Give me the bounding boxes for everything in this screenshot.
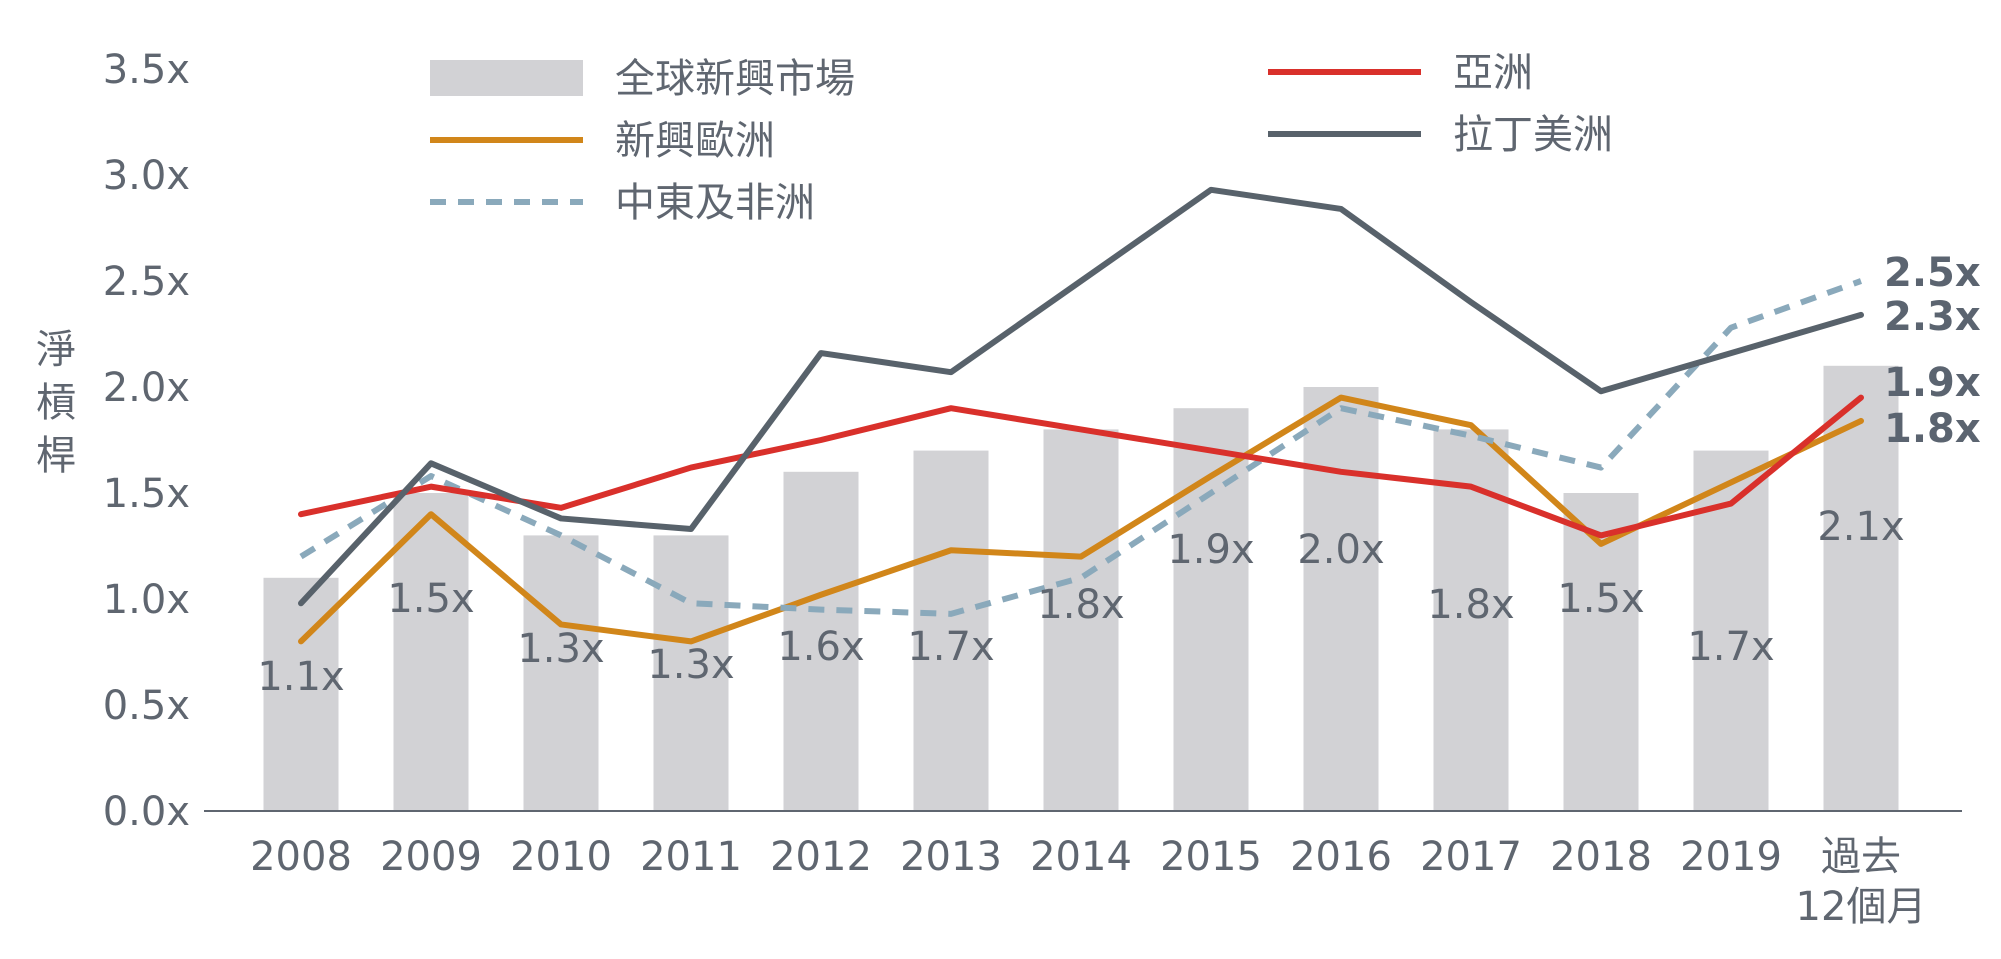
bar-value-label-12: 2.1x (1817, 504, 1904, 550)
x-tick-label-1: 2009 (380, 834, 482, 880)
bar-3 (653, 535, 729, 811)
y-axis-label-char-2: 桿 (36, 433, 76, 479)
bars-layer (263, 365, 1899, 811)
bar-8 (1303, 387, 1379, 811)
legend-label-1: 新興歐洲 (615, 118, 775, 164)
end-value-label-2: 2.5x (1884, 250, 1981, 296)
x-tick-label-9: 2017 (1420, 834, 1522, 880)
bar-7 (1173, 408, 1249, 811)
end-value-label-3: 1.9x (1884, 360, 1981, 406)
series-line-4 (298, 186, 1864, 607)
y-tick-label-6: 3.0x (103, 153, 190, 199)
x-tick-label-7: 2015 (1160, 834, 1262, 880)
series-line-2 (299, 278, 1863, 617)
axis-layer: 0.0x 0.5x 1.0x 1.5x 2.0x 2.5x 3.0x 3.5x 2008 2009… (36, 47, 1962, 930)
bar-value-label-2: 1.3x (517, 626, 604, 672)
series-line-1 (298, 394, 1864, 645)
bar-value-label-3: 1.3x (647, 642, 734, 688)
labels-layer: 1.1x1.5x1.3x 1.3x 1.6x 1.7x1.8x1.9x 2.0x1.8x… (257, 250, 1981, 700)
bar-6 (1043, 429, 1119, 811)
y-tick-label-0: 0.0x (103, 789, 190, 835)
x-tick-label-6: 2014 (1030, 834, 1132, 880)
x-tick-label-12: 過去 12個月 (1796, 834, 1927, 930)
bar-value-label-11: 1.7x (1687, 624, 1774, 670)
y-axis-label-char-0: 淨 (36, 327, 76, 373)
y-tick-label-7: 3.5x (103, 47, 190, 93)
bar-value-label-9: 1.8x (1427, 582, 1514, 628)
legend-swatch-0 (430, 60, 583, 96)
bar-1 (393, 493, 469, 811)
x-tick-label-8: 2016 (1290, 834, 1392, 880)
bar-value-label-8: 2.0x (1297, 527, 1384, 573)
x-tick-label-12-line-1: 12個月 (1796, 884, 1927, 930)
x-tick-label-0: 2008 (250, 834, 352, 880)
legend-label-2: 中東及非洲 (615, 180, 815, 226)
y-axis-label-char-1: 槓 (36, 380, 76, 426)
lines-layer (298, 186, 1864, 645)
bar-value-label-1: 1.5x (387, 576, 474, 622)
y-tick-label-3: 1.5x (103, 471, 190, 517)
y-tick-label-5: 2.5x (103, 259, 190, 305)
bar-value-label-10: 1.5x (1557, 576, 1644, 622)
x-tick-label-11: 2019 (1680, 834, 1782, 880)
end-value-label-1: 1.8x (1884, 406, 1981, 452)
bar-value-label-6: 1.8x (1037, 582, 1124, 628)
x-tick-label-10: 2018 (1550, 834, 1652, 880)
x-tick-label-4: 2012 (770, 834, 872, 880)
y-tick-label-1: 0.5x (103, 683, 190, 729)
legend-label-3: 亞洲 (1453, 50, 1533, 96)
series-line-3 (298, 394, 1864, 539)
bar-value-label-7: 1.9x (1167, 527, 1254, 573)
bar-5 (913, 450, 989, 811)
bar-value-label-0: 1.1x (257, 654, 344, 700)
y-tick-label-2: 1.0x (103, 577, 190, 623)
bar-value-label-4: 1.6x (777, 624, 864, 670)
y-axis-label: 淨槓桿 (36, 327, 76, 479)
x-tick-label-12-line-0: 過去 (1821, 834, 1901, 880)
bar-12 (1823, 365, 1899, 811)
bar-2 (523, 535, 599, 811)
legend-label-0: 全球新興市場 (615, 56, 855, 102)
x-tick-label-5: 2013 (900, 834, 1002, 880)
y-tick-label-4: 2.0x (103, 365, 190, 411)
bar-4 (783, 471, 859, 811)
x-tick-label-2: 2010 (510, 834, 612, 880)
end-value-label-4: 2.3x (1884, 294, 1981, 340)
legend-label-4: 拉丁美洲 (1453, 112, 1613, 158)
bar-value-label-5: 1.7x (907, 624, 994, 670)
x-tick-label-3: 2011 (640, 834, 742, 880)
